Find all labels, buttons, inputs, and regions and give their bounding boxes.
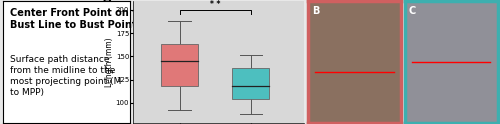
Y-axis label: Length (mm): Length (mm) xyxy=(105,37,114,87)
Text: C: C xyxy=(408,6,416,16)
Bar xyxy=(161,44,198,86)
Bar xyxy=(232,68,270,99)
Text: Center Front Point on the
Bust Line to Bust Point:: Center Front Point on the Bust Line to B… xyxy=(10,8,150,30)
Text: * *: * * xyxy=(210,0,220,9)
Text: B: B xyxy=(312,6,319,16)
Text: A: A xyxy=(102,0,111,4)
Text: Surface path distance
from the midline to the
most projecting point (M
to MPP): Surface path distance from the midline t… xyxy=(10,55,122,97)
